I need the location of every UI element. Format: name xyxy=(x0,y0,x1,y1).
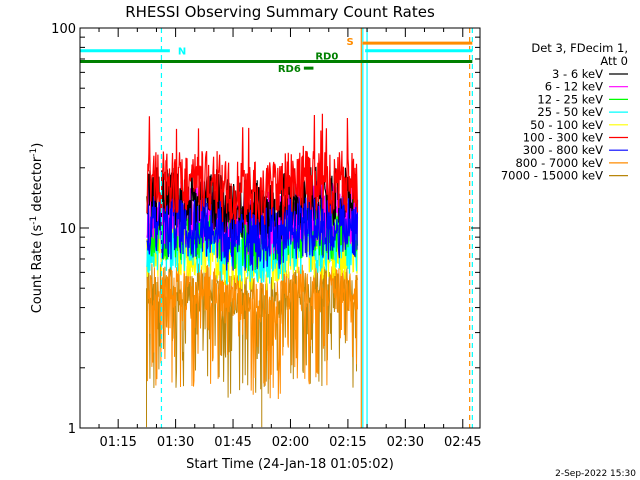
y-axis-label-sup2: -1 xyxy=(29,148,39,157)
y-axis-label-sup1: -1 xyxy=(29,216,39,225)
legend-entry-label: 7000 - 15000 keV xyxy=(501,169,603,183)
legend-header-line2: Att 0 xyxy=(600,54,628,68)
x-tick-label: 02:15 xyxy=(329,435,366,450)
status-bar-label: RD0 xyxy=(315,51,338,62)
status-bar-label: N xyxy=(178,47,186,58)
series-line xyxy=(146,195,359,271)
series-line xyxy=(146,113,359,225)
footer-date: 2-Sep-2022 15:30 xyxy=(555,469,636,479)
y-axis-label-main: Count Rate (s xyxy=(30,225,45,314)
legend-entry-label: 300 - 800 keV xyxy=(523,143,603,157)
data-layer xyxy=(146,113,359,428)
axes-layer: 1 10 100 01:15 01:30 01:45 02:00 02:15 02:30 02:4… xyxy=(51,22,481,450)
x-tick-label: 01:30 xyxy=(157,435,194,450)
legend-entry-label: 800 - 7000 keV xyxy=(515,156,603,170)
x-tick-label: 01:15 xyxy=(99,435,136,450)
y-tick-label: 10 xyxy=(59,222,76,237)
y-tick-label: 100 xyxy=(51,22,76,37)
y-tick-label: 1 xyxy=(68,422,76,437)
legend-entry-label: 100 - 300 keV xyxy=(523,131,603,145)
x-tick-label: 02:00 xyxy=(272,435,309,450)
legend-entry-label: 6 - 12 keV xyxy=(545,80,603,94)
chart-title: RHESSI Observing Summary Count Rates xyxy=(125,3,435,21)
status-bar-label: RD6 xyxy=(278,64,301,75)
legend-entry-label: 25 - 50 keV xyxy=(537,105,603,119)
x-axis-label: Start Time (24-Jan-18 01:05:02) xyxy=(186,457,394,472)
y-axis-label: Count Rate (s-1 detector-1) xyxy=(29,143,45,314)
x-tick-label: 02:30 xyxy=(387,435,424,450)
legend-entry-label: 50 - 100 keV xyxy=(530,118,603,132)
status-bar-label: S xyxy=(346,37,353,48)
x-tick-label: 01:45 xyxy=(214,435,251,450)
y-axis-label-end: ) xyxy=(30,143,45,148)
y-axis-label-mid: detector xyxy=(30,156,45,216)
legend-entry-label: 3 - 6 keV xyxy=(552,67,603,81)
legend-header-line1: Det 3, FDecim 1, xyxy=(531,41,628,55)
x-tick-label: 02:45 xyxy=(444,435,481,450)
legend-entry-label: 12 - 25 keV xyxy=(537,92,603,106)
